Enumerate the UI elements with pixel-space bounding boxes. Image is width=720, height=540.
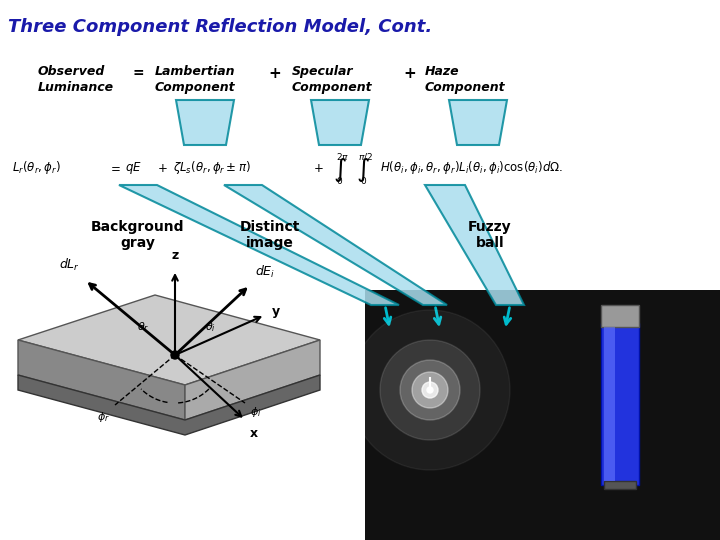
Text: y: y bbox=[272, 306, 280, 319]
Polygon shape bbox=[18, 295, 320, 385]
Text: +: + bbox=[404, 65, 416, 80]
Polygon shape bbox=[176, 100, 234, 145]
Bar bbox=[604, 481, 636, 489]
Text: +: + bbox=[269, 65, 282, 80]
Text: Three Component Reflection Model, Cont.: Three Component Reflection Model, Cont. bbox=[8, 18, 432, 36]
Text: $\int$: $\int$ bbox=[333, 156, 347, 184]
Text: $0$: $0$ bbox=[360, 176, 367, 186]
Text: $2\pi$: $2\pi$ bbox=[336, 151, 349, 161]
Circle shape bbox=[380, 340, 480, 440]
Text: $dL_r$: $dL_r$ bbox=[59, 257, 80, 273]
Circle shape bbox=[422, 382, 438, 398]
Polygon shape bbox=[311, 100, 369, 145]
Text: $qE$: $qE$ bbox=[125, 160, 142, 176]
Text: Specular
Component: Specular Component bbox=[292, 65, 373, 94]
Text: $H(\theta_i,\phi_i,\theta_r,\phi_r)L_i(\theta_i,\phi_i)\cos(\theta_i)d\Omega.$: $H(\theta_i,\phi_i,\theta_r,\phi_r)L_i(\… bbox=[380, 159, 563, 177]
Text: Observed
Luminance: Observed Luminance bbox=[38, 65, 114, 94]
Text: $\theta_r$: $\theta_r$ bbox=[137, 320, 149, 334]
Polygon shape bbox=[425, 185, 524, 305]
Text: Distinct
image: Distinct image bbox=[240, 220, 300, 250]
Text: $\theta_i$: $\theta_i$ bbox=[204, 320, 215, 334]
Text: $+$: $+$ bbox=[157, 161, 168, 174]
Text: $0$: $0$ bbox=[336, 176, 343, 186]
Circle shape bbox=[412, 372, 448, 408]
Text: Haze
Component: Haze Component bbox=[425, 65, 505, 94]
Text: $\zeta L_s(\theta_r,\phi_r\pm\pi)$: $\zeta L_s(\theta_r,\phi_r\pm\pi)$ bbox=[173, 159, 251, 177]
Text: z: z bbox=[171, 249, 179, 262]
Text: $=$: $=$ bbox=[108, 161, 121, 174]
Text: x: x bbox=[250, 427, 258, 440]
Polygon shape bbox=[18, 340, 185, 420]
Text: $dE_i$: $dE_i$ bbox=[255, 264, 275, 280]
Text: $L_r(\theta_r,\phi_r)$: $L_r(\theta_r,\phi_r)$ bbox=[12, 159, 61, 177]
Bar bbox=[601, 305, 639, 327]
Polygon shape bbox=[185, 340, 320, 420]
Circle shape bbox=[427, 387, 433, 393]
Circle shape bbox=[171, 351, 179, 359]
Bar bbox=[601, 323, 639, 485]
Polygon shape bbox=[449, 100, 507, 145]
Text: $\int$: $\int$ bbox=[356, 156, 370, 184]
Text: $\pi/2$: $\pi/2$ bbox=[358, 151, 373, 161]
Text: $\phi_i$: $\phi_i$ bbox=[250, 405, 261, 419]
Bar bbox=[365, 290, 720, 540]
Text: $+$: $+$ bbox=[313, 161, 323, 174]
Text: =: = bbox=[132, 66, 144, 80]
Circle shape bbox=[400, 360, 460, 420]
Polygon shape bbox=[119, 185, 399, 305]
Text: Fuzzy
ball: Fuzzy ball bbox=[468, 220, 512, 250]
Text: $\phi_r$: $\phi_r$ bbox=[97, 410, 110, 424]
Bar bbox=[604, 327, 615, 481]
Polygon shape bbox=[224, 185, 447, 305]
Text: Background
gray: Background gray bbox=[91, 220, 185, 250]
Text: Lambertian
Component: Lambertian Component bbox=[155, 65, 235, 94]
Polygon shape bbox=[18, 375, 320, 435]
Circle shape bbox=[350, 310, 510, 470]
